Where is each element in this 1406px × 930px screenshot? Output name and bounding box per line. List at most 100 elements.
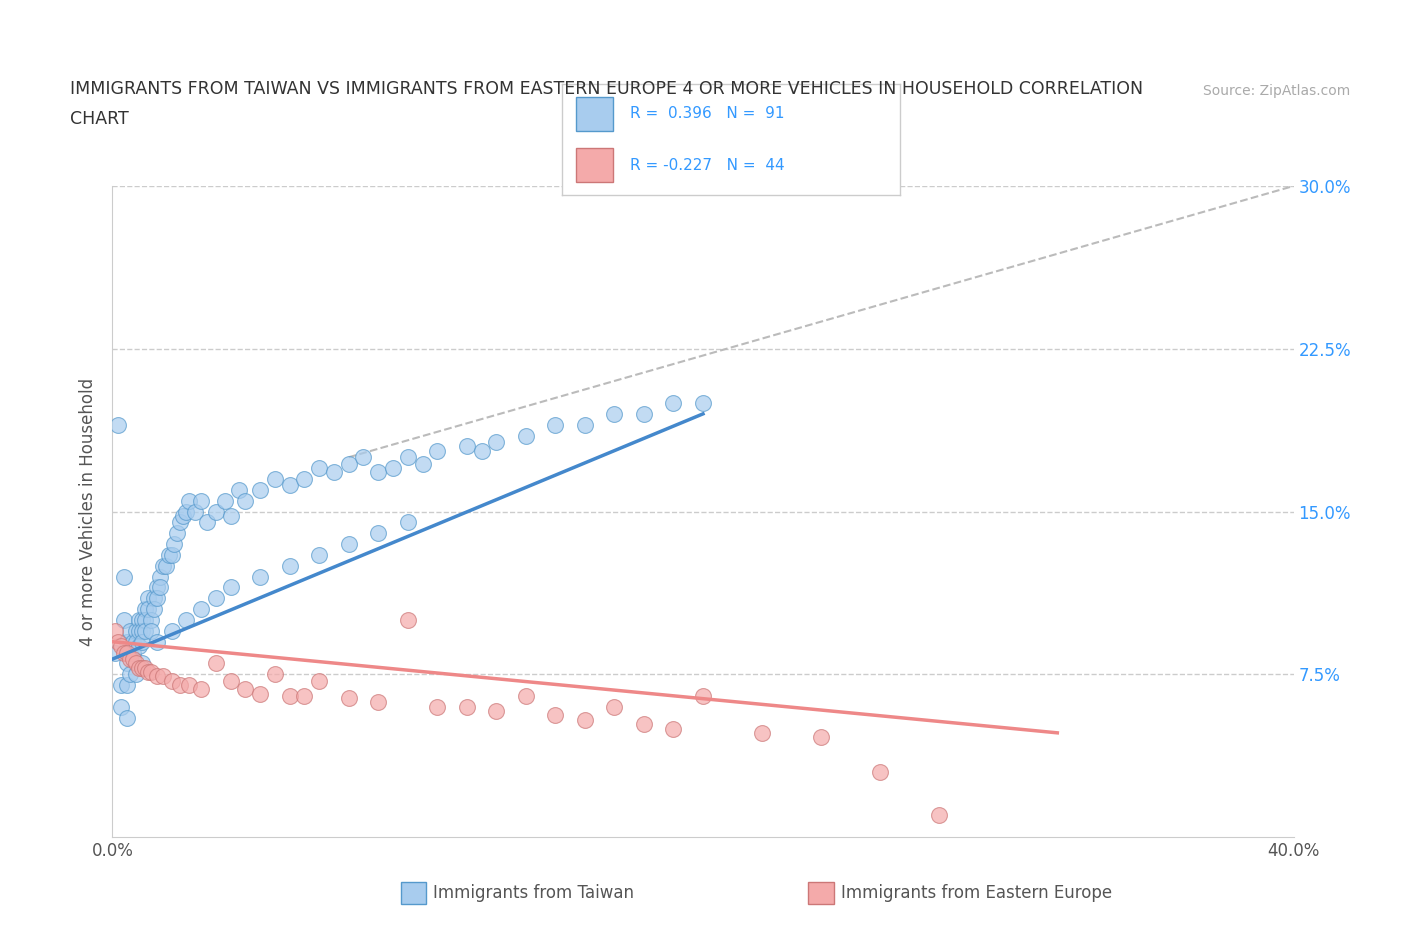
Point — [633, 717, 655, 732]
Point — [264, 472, 287, 486]
Point — [190, 682, 212, 697]
Point — [136, 665, 159, 680]
Point — [160, 673, 183, 688]
Point — [160, 623, 183, 638]
Point — [117, 645, 138, 660]
Point — [337, 457, 360, 472]
Point — [751, 725, 773, 740]
Point — [485, 434, 508, 449]
Point — [139, 623, 162, 638]
Point — [174, 504, 197, 519]
Point — [125, 623, 148, 638]
Point — [662, 395, 685, 410]
Point — [169, 515, 191, 530]
Point — [249, 569, 271, 584]
Point — [110, 639, 132, 654]
Point — [146, 669, 169, 684]
Point — [134, 613, 156, 628]
Point — [233, 682, 256, 697]
Point — [172, 509, 194, 524]
Point — [122, 652, 145, 667]
Bar — [576, 97, 613, 130]
Point — [195, 515, 218, 530]
Point — [382, 460, 405, 475]
Point — [134, 660, 156, 675]
Point — [122, 645, 145, 660]
Point — [278, 478, 301, 493]
Point — [169, 678, 191, 693]
Point — [456, 699, 478, 714]
Point — [131, 660, 153, 675]
Point — [323, 465, 346, 480]
Point — [122, 634, 145, 649]
Point — [110, 678, 132, 693]
Point — [233, 493, 256, 508]
Point — [131, 623, 153, 638]
Point — [139, 613, 162, 628]
Point — [131, 656, 153, 671]
Text: CHART: CHART — [70, 111, 129, 128]
Point — [149, 580, 172, 595]
Point — [134, 623, 156, 638]
Point — [117, 656, 138, 671]
Point — [128, 613, 150, 628]
Point — [146, 634, 169, 649]
Point — [112, 613, 135, 628]
Point — [426, 699, 449, 714]
Point — [174, 613, 197, 628]
Point — [249, 686, 271, 701]
Point — [120, 645, 142, 660]
Point — [367, 465, 389, 480]
Point — [163, 537, 186, 551]
Point — [249, 483, 271, 498]
Point — [104, 645, 127, 660]
Point — [117, 711, 138, 725]
Point — [485, 704, 508, 719]
Point — [125, 656, 148, 671]
Point — [142, 602, 165, 617]
Text: Immigrants from Eastern Europe: Immigrants from Eastern Europe — [841, 884, 1112, 902]
Point — [136, 602, 159, 617]
Point — [278, 688, 301, 703]
Point — [120, 623, 142, 638]
Point — [574, 712, 596, 727]
Point — [112, 645, 135, 660]
Point — [128, 623, 150, 638]
Point — [264, 667, 287, 682]
Point — [179, 678, 201, 693]
Point — [352, 450, 374, 465]
Point — [184, 504, 207, 519]
Point — [120, 667, 142, 682]
Point — [179, 493, 201, 508]
Point — [131, 613, 153, 628]
Point — [125, 667, 148, 682]
Point — [160, 548, 183, 563]
Point — [228, 483, 250, 498]
Point — [219, 509, 242, 524]
Point — [456, 439, 478, 454]
Point — [142, 591, 165, 605]
Point — [205, 591, 228, 605]
Point — [292, 472, 315, 486]
Point — [214, 493, 236, 508]
Point — [337, 691, 360, 706]
Point — [146, 591, 169, 605]
Point — [128, 660, 150, 675]
Point — [128, 639, 150, 654]
Text: Source: ZipAtlas.com: Source: ZipAtlas.com — [1202, 84, 1350, 98]
Point — [396, 613, 419, 628]
Point — [396, 450, 419, 465]
Point — [139, 665, 162, 680]
Point — [574, 418, 596, 432]
Point — [155, 558, 177, 573]
Point — [110, 699, 132, 714]
Point — [308, 548, 330, 563]
Point — [219, 673, 242, 688]
Point — [292, 688, 315, 703]
Point — [411, 457, 433, 472]
Text: Immigrants from Taiwan: Immigrants from Taiwan — [433, 884, 634, 902]
Point — [107, 418, 129, 432]
Point — [337, 537, 360, 551]
Text: R = -0.227   N =  44: R = -0.227 N = 44 — [630, 158, 785, 173]
Point — [152, 669, 174, 684]
